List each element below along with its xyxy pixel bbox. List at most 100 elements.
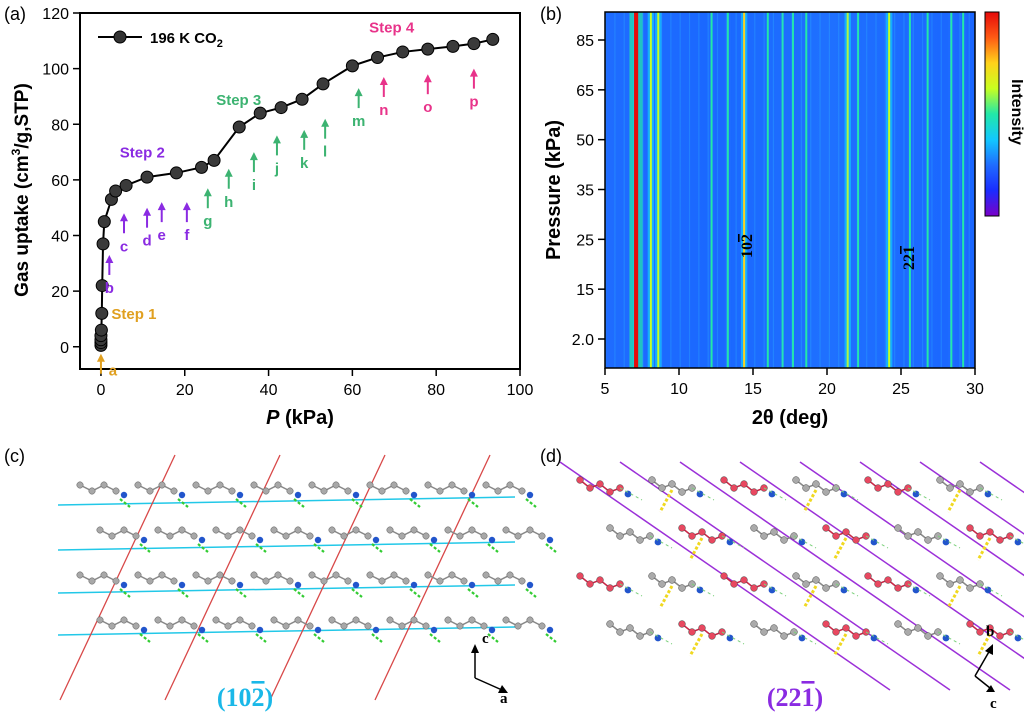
data-point xyxy=(96,237,110,251)
step-arrow-a: a xyxy=(96,353,118,380)
molecule-fragment xyxy=(444,526,499,553)
data-point xyxy=(140,170,154,184)
uptake-plot: 0 20 40 60 80 100 0 20 40 60 80 100 120 a b c d e fgh i j kl… xyxy=(9,6,533,429)
legend-a-text: 196 K CO xyxy=(150,30,217,47)
data-point xyxy=(169,166,183,180)
peak-stripe xyxy=(908,12,911,368)
molecule-fragment xyxy=(792,476,859,513)
molecule-fragment xyxy=(270,526,325,553)
step-label: Step 1 xyxy=(111,306,156,323)
y-tick-label-b: 35 xyxy=(576,183,594,200)
molecule-fragment xyxy=(424,481,479,508)
molecule-fragment xyxy=(154,616,209,643)
x-tick-label-a: 0 xyxy=(96,382,105,399)
legend-a: 196 K CO2 xyxy=(98,30,223,50)
molecule-fragment xyxy=(864,572,931,597)
plane-line-cyan xyxy=(57,584,516,594)
x-tick-label-b: 10 xyxy=(670,381,688,398)
arrow-letter: d xyxy=(142,233,151,250)
axis-c-label: c xyxy=(482,631,489,647)
arrow-letter: f xyxy=(184,227,190,244)
y-tick-label-b: 2.0 xyxy=(572,332,594,349)
molecule-fragment xyxy=(678,620,745,657)
step-arrow-f: f xyxy=(182,202,191,244)
molecule-fragment xyxy=(212,616,267,643)
plane-line-purple xyxy=(679,461,1011,691)
x-tick-label-b: 25 xyxy=(892,381,910,398)
molecule-fragment xyxy=(424,571,479,598)
molecule-fragment xyxy=(606,524,673,549)
peak-label-102: 102 xyxy=(739,234,756,258)
molecule-fragment xyxy=(366,571,421,598)
data-point xyxy=(274,101,288,115)
step-arrow-p: p xyxy=(469,68,478,111)
molecule-fragment xyxy=(894,524,961,549)
svg-text:196 K CO2: 196 K CO2 xyxy=(150,30,223,50)
axis-b-label: b xyxy=(986,624,994,640)
svg-text:P (kPa): P (kPa) xyxy=(266,407,334,429)
molecule-fragment xyxy=(96,526,151,553)
y-label-a-sup: 3 xyxy=(9,148,23,155)
x-tick-label-b: 5 xyxy=(601,381,610,398)
axes-indicator-d: b c xyxy=(974,624,997,712)
molecule-fragment xyxy=(308,571,363,598)
molecule-fragment xyxy=(134,571,189,598)
colorbar-label: Intensity xyxy=(1008,79,1024,145)
molecule-fragment xyxy=(864,476,931,501)
arrow-letter: h xyxy=(224,194,233,211)
arrow-letter: j xyxy=(274,160,279,177)
panel-tag-d: (d) xyxy=(540,446,562,466)
y-tick-label-a: 60 xyxy=(51,173,69,190)
step-arrow-n: n xyxy=(379,76,388,119)
molecule-fragment xyxy=(482,571,537,598)
molecule-fragment xyxy=(822,620,889,657)
peak-label-221: 221 xyxy=(901,246,918,270)
x-tick-label-b: 15 xyxy=(744,381,762,398)
molecule-fragment xyxy=(192,481,247,508)
molecule-fragment xyxy=(328,526,383,553)
crystal-structure-c xyxy=(57,454,557,701)
arrow-letter: b xyxy=(105,280,114,297)
molecule-fragment xyxy=(606,620,673,645)
data-point xyxy=(95,279,109,293)
step-arrow-o: o xyxy=(423,74,432,116)
peak-stripe xyxy=(857,12,860,368)
y-tick-label-a: 80 xyxy=(51,117,69,134)
arrow-letter: c xyxy=(120,238,128,255)
plot-a-frame xyxy=(79,12,521,370)
y-tick-label-b: 25 xyxy=(576,232,594,249)
molecule-fragment xyxy=(648,572,715,609)
step-arrow-j: j xyxy=(272,135,281,177)
y-tick-label-b: 50 xyxy=(576,133,594,150)
step-arrow-e: e xyxy=(158,202,166,244)
x-tick-label-a: 80 xyxy=(427,382,445,399)
molecule-fragment xyxy=(366,481,421,508)
step-arrow-i: i xyxy=(249,152,258,194)
data-point xyxy=(95,306,109,320)
molecule-fragment xyxy=(386,616,441,643)
x-tick-label-a: 60 xyxy=(343,382,361,399)
molecule-fragment xyxy=(750,524,817,549)
molecule-fragment xyxy=(328,616,383,643)
molecule-fragment xyxy=(720,476,787,501)
molecule-fragment xyxy=(822,524,889,561)
colorbar xyxy=(984,11,1000,217)
svg-text:Gas uptake (cm3/g,STP): Gas uptake (cm3/g,STP) xyxy=(9,83,33,297)
data-point xyxy=(446,39,460,53)
plane-line-red xyxy=(59,454,176,701)
data-point xyxy=(109,184,123,198)
arrow-letter: i xyxy=(252,177,256,194)
molecule-fragment xyxy=(966,524,1024,561)
legend-a-sub: 2 xyxy=(217,38,223,50)
step-arrow-l: l xyxy=(321,118,330,161)
molecule-fragment xyxy=(576,476,643,501)
step-label: Step 3 xyxy=(216,92,261,109)
y-tick-label-b: 65 xyxy=(576,83,594,100)
molecule-fragment xyxy=(678,524,745,561)
x-tick-label-a: 20 xyxy=(176,382,194,399)
step-arrow-k: k xyxy=(300,129,309,172)
y-tick-label-b: 85 xyxy=(576,33,594,50)
y-tick-label-b: 15 xyxy=(576,282,594,299)
molecule-fragment xyxy=(894,620,961,645)
